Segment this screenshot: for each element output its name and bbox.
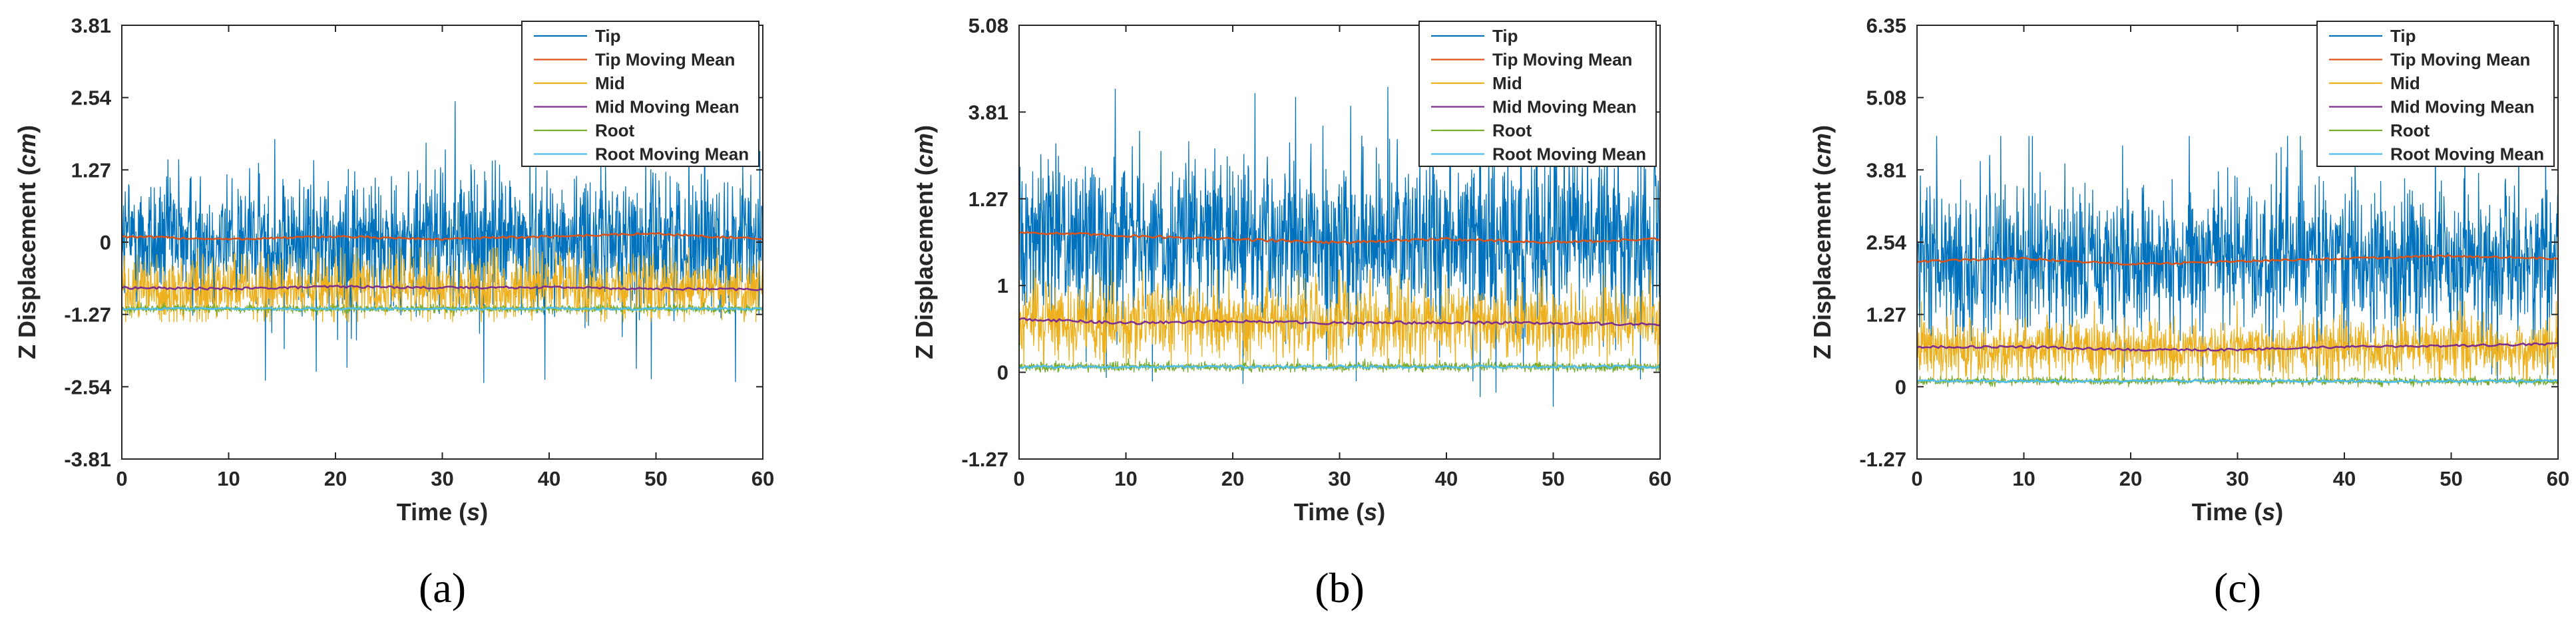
series-tip-line (1019, 86, 1660, 407)
x-tick-label: 20 (1221, 467, 1244, 490)
series-root-moving-mean-line (1019, 364, 1660, 369)
y-tick-label: -1.27 (64, 303, 111, 327)
x-axis-label: Time (s) (2192, 498, 2283, 526)
x-tick-label: 40 (1435, 467, 1458, 490)
legend-entry: Mid (2390, 73, 2420, 93)
series-root-moving-mean-line (1917, 379, 2558, 383)
legend: Tip Tip Moving Mean Mid Mid Moving Mean Root… (1418, 21, 1657, 167)
chart-a: 0 10 20 30 40 50 60 -3.81 -2.54 -1.27 0 1.27 2.54 3.8… (13, 14, 774, 611)
series-tip-line (1917, 136, 2558, 382)
x-tick-label: 40 (2333, 467, 2356, 490)
series-mid-line (1019, 269, 1660, 366)
y-tick-label: 0 (100, 231, 111, 254)
y-tick-label: 1 (997, 274, 1008, 297)
panel-label: (a) (419, 564, 466, 611)
series-mid-line (122, 247, 763, 323)
legend: Tip Tip Moving Mean Mid Mid Moving Mean Root… (521, 21, 759, 167)
legend-entry: Mid Moving Mean (1492, 97, 1637, 117)
y-tick-label: 1.27 (968, 188, 1008, 211)
legend-entry: Mid (1492, 73, 1522, 93)
x-axis-label: Time (s) (397, 498, 488, 526)
x-tick-label: 40 (538, 467, 560, 490)
panel-label: (b) (1315, 564, 1365, 611)
x-tick-label: 30 (2226, 467, 2249, 490)
y-axis-label: Z Displacement (cm) (13, 125, 41, 359)
y-tick-label: 0 (997, 361, 1008, 385)
legend-entry: Root (1492, 120, 1532, 140)
y-axis-label: Z Displacement (cm) (1809, 125, 1836, 359)
x-tick-label: 0 (1013, 467, 1024, 490)
legend: Tip Tip Moving Mean Mid Mid Moving Mean Root… (2316, 21, 2555, 167)
series-mid-moving-mean-line (1917, 342, 2558, 352)
legend-entry: Tip (1492, 26, 1518, 46)
series-tip-moving-mean-line (122, 232, 763, 241)
x-tick-label: 50 (1542, 467, 1564, 490)
y-tick-label: 5.08 (968, 14, 1008, 37)
x-tick-label: 30 (431, 467, 453, 490)
y-tick-label: 6.35 (1866, 14, 1906, 37)
x-tick-label: 10 (1114, 467, 1137, 490)
y-tick-label: 2.54 (1866, 231, 1907, 254)
x-tick-label: 10 (217, 467, 240, 490)
x-tick-label: 60 (751, 467, 774, 490)
data-layer (1917, 136, 2558, 387)
legend-entry: Root (595, 120, 635, 140)
y-axis-label: Z Displacement (cm) (911, 125, 938, 359)
x-tick-label: 20 (2119, 467, 2142, 490)
y-tick-label: 0 (1895, 375, 1906, 398)
legend-entry: Tip (595, 26, 621, 46)
legend-box (521, 21, 759, 167)
legend-entry: Root Moving Mean (2390, 144, 2544, 164)
legend-entry: Mid (595, 73, 625, 93)
legend-box (2316, 21, 2555, 167)
series-tip-moving-mean-line (1019, 231, 1660, 245)
legend-entry: Tip Moving Mean (1492, 50, 1632, 70)
x-tick-label: 10 (2012, 467, 2035, 490)
series-tip-moving-mean-line (1917, 253, 2558, 266)
legend-entry: Mid Moving Mean (595, 97, 740, 117)
x-tick-label: 60 (1649, 467, 1671, 490)
y-tick-label: 3.81 (968, 100, 1008, 124)
legend-entry: Tip Moving Mean (2390, 50, 2530, 70)
series-mid-line (1917, 301, 2558, 382)
x-tick-label: 50 (644, 467, 667, 490)
x-tick-label: 30 (1328, 467, 1351, 490)
y-tick-label: 1.27 (71, 158, 111, 182)
y-tick-label: -1.27 (1859, 448, 1906, 471)
y-tick-label: 3.81 (71, 14, 111, 37)
panel-label: (c) (2214, 564, 2261, 611)
y-tick-label: 1.27 (1866, 303, 1906, 327)
y-tick-label: 3.81 (1866, 158, 1906, 182)
y-tick-label: -1.27 (961, 448, 1008, 471)
data-layer (122, 96, 763, 383)
x-tick-label: 0 (116, 467, 127, 490)
series-tip-line (122, 96, 763, 383)
x-tick-label: 60 (2547, 467, 2569, 490)
series-mid-moving-mean-line (122, 285, 763, 291)
legend-entry: Mid Moving Mean (2390, 97, 2535, 117)
legend-entry: Tip (2390, 26, 2416, 46)
data-layer (1019, 86, 1660, 407)
y-tick-label: 2.54 (71, 86, 112, 110)
series-root-moving-mean-line (122, 306, 763, 311)
series-mid-moving-mean-line (1019, 317, 1660, 327)
x-tick-label: 50 (2440, 467, 2462, 490)
y-tick-label: 5.08 (1866, 86, 1906, 110)
legend-entry: Root Moving Mean (1492, 144, 1646, 164)
legend-entry: Root (2390, 120, 2430, 140)
x-axis-label: Time (s) (1294, 498, 1385, 526)
y-tick-label: -2.54 (64, 375, 111, 398)
y-tick-label: -3.81 (64, 448, 111, 471)
x-tick-label: 20 (324, 467, 347, 490)
legend-entry: Root Moving Mean (595, 144, 749, 164)
legend-entry: Tip Moving Mean (595, 50, 735, 70)
x-tick-label: 0 (1911, 467, 1922, 490)
chart-c: 0 10 20 30 40 50 60-1.2701.272.543.815.086.35T… (1809, 14, 2569, 611)
legend-box (1418, 21, 1657, 167)
